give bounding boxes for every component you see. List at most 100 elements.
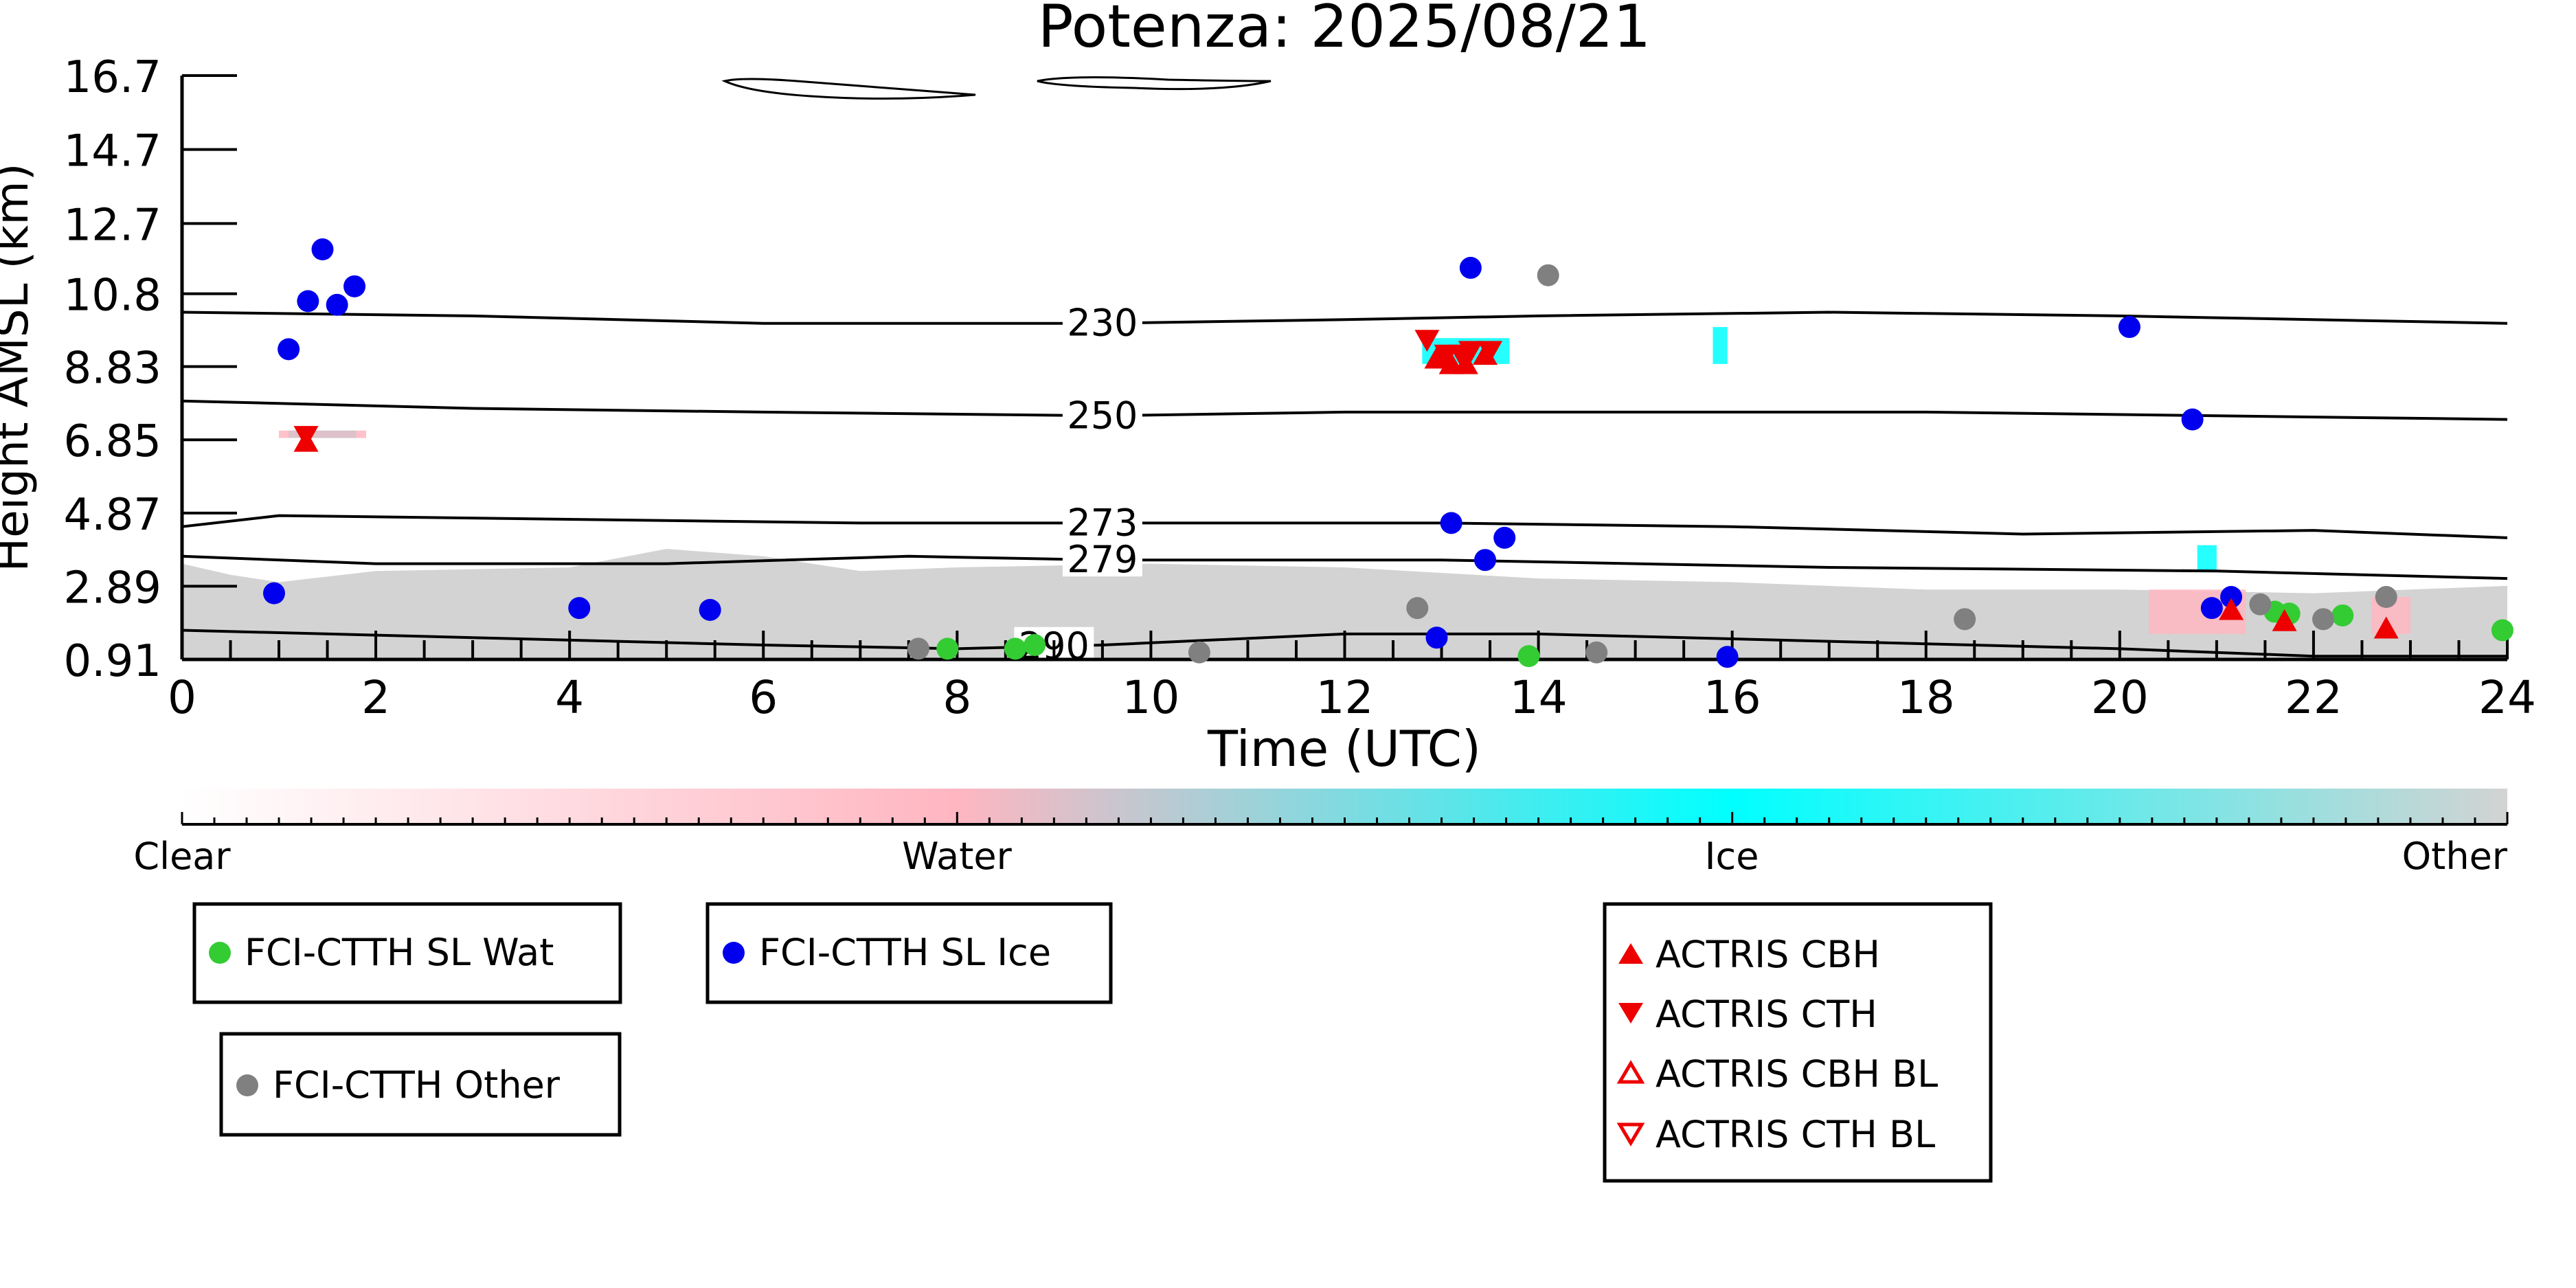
legend-fci-other: FCI-CTTH Other (219, 1032, 622, 1137)
region-ice-patch (1713, 327, 1728, 364)
point-fci-ctth-sl-ice (1716, 646, 1739, 668)
point-fci-ctth-sl-ice (1474, 549, 1497, 572)
point-actris-cbh (2373, 616, 2399, 639)
x-tick-label: 10 (1122, 671, 1179, 724)
legend-label: FCI-CTTH SL Wat (245, 931, 554, 974)
colorbar-label-other: Other (2402, 835, 2508, 878)
y-tick-label: 4.87 (64, 490, 162, 541)
point-fci-ctth-sl-wat (1024, 634, 1046, 657)
point-fci-ctth-sl-ice (568, 597, 591, 620)
isotherm-label-279: 279 (1067, 538, 1138, 581)
point-fci-ctth-other (907, 637, 929, 660)
legend-marker-water (209, 942, 231, 964)
region-ice-patch (2197, 545, 2217, 572)
legend-label: ACTRIS CBH BL (1656, 1052, 1938, 1096)
point-fci-ctth-sl-ice (1493, 526, 1516, 549)
x-tick-label: 16 (1704, 671, 1761, 724)
x-tick-label: 0 (168, 671, 196, 724)
top-contour-fragment (721, 78, 976, 100)
point-fci-ctth-sl-ice (2200, 597, 2223, 620)
x-tick-label: 6 (749, 671, 778, 724)
legend-fci-water: FCI-CTTH SL Wat (192, 902, 622, 1004)
y-tick-label: 14.7 (64, 126, 162, 177)
y-tick-label: 2.89 (64, 563, 162, 613)
colorbar: Clear Water Ice Other (133, 789, 2509, 878)
point-fci-ctth-sl-ice (1459, 256, 1482, 279)
point-actris-cth (1414, 330, 1440, 352)
legend-frame (1603, 902, 1993, 1183)
legend-marker-cth (1618, 1003, 1643, 1024)
point-fci-ctth-sl-wat (2491, 619, 2513, 642)
point-fci-ctth-other (1188, 641, 1210, 664)
legend-frame (219, 1032, 622, 1137)
point-fci-ctth-sl-ice (311, 238, 334, 261)
point-actris-cbh (2219, 598, 2244, 620)
chart-title: Potenza: 2025/08/21 (1038, 0, 1651, 61)
x-tick-label: 12 (1316, 671, 1374, 724)
isotherm-label-230: 230 (1067, 302, 1138, 345)
point-fci-ctth-sl-ice (2220, 586, 2243, 609)
y-tick-label: 6.85 (64, 416, 162, 467)
point-fci-ctth-other (2249, 593, 2272, 615)
legend-label: FCI-CTTH Other (273, 1063, 561, 1107)
legend-frame (192, 902, 622, 1004)
point-actris-cth (1478, 341, 1503, 363)
x-tick-label: 14 (1510, 671, 1568, 724)
y-tick-label: 10.8 (64, 271, 162, 321)
isotherm-230 (181, 310, 2508, 325)
legend-label: ACTRIS CTH BL (1656, 1113, 1935, 1156)
top-contour-fragment (1037, 76, 1272, 91)
point-fci-ctth-other (2375, 586, 2397, 609)
x-tick-label: 18 (1897, 671, 1955, 724)
y-tick-label: 0.91 (64, 636, 162, 687)
legend-fci-ice: FCI-CTTH SL Ice (705, 902, 1113, 1004)
point-fci-ctth-sl-ice (1440, 512, 1462, 534)
x-tick-label: 20 (2091, 671, 2149, 724)
isotherm-label-bg (1062, 504, 1142, 540)
point-fci-ctth-sl-ice (343, 275, 366, 297)
legend-label: FCI-CTTH SL Ice (759, 931, 1051, 974)
region-water-patch (279, 430, 366, 438)
point-fci-ctth-other (1537, 264, 1559, 286)
point-fci-ctth-sl-ice (297, 290, 319, 313)
colorbar-ticks (181, 812, 2509, 824)
point-fci-ctth-sl-ice (2181, 408, 2204, 431)
colorbar-label-ice: Ice (1705, 835, 1759, 878)
x-tick-label: 24 (2478, 671, 2536, 724)
y-axis-label: Height AMSL (km) (0, 163, 38, 572)
point-actris-cbh (1424, 346, 1449, 369)
legend-marker-other (236, 1074, 258, 1096)
point-fci-ctth-sl-ice (699, 598, 721, 621)
legend-label: ACTRIS CTH (1656, 993, 1877, 1036)
isotherm-250 (181, 399, 2508, 421)
point-fci-ctth-sl-wat (1004, 637, 1026, 660)
point-fci-ctth-sl-ice (2118, 316, 2140, 339)
point-fci-ctth-sl-ice (262, 582, 285, 605)
colorbar-label-water: Water (902, 835, 1012, 878)
point-fci-ctth-sl-wat (1517, 645, 1540, 668)
x-tick-label: 8 (942, 671, 971, 724)
isotherm-label-bg (1062, 396, 1142, 433)
x-tick-label: 4 (555, 671, 584, 724)
isotherm-273 (181, 514, 2508, 539)
point-actris-cth (1458, 341, 1483, 363)
point-fci-ctth-sl-ice (326, 293, 348, 316)
x-tick-label: 2 (361, 671, 390, 724)
point-fci-ctth-other (1585, 641, 1608, 664)
x-axis-label: Time (UTC) (1207, 720, 1481, 778)
y-tick-label: 12.7 (64, 200, 162, 251)
legend-frame (705, 902, 1113, 1004)
isotherm-label-bg (1062, 304, 1142, 340)
legend-marker-cbh-bl (1616, 1060, 1645, 1084)
y-tick-label: 16.7 (64, 52, 162, 103)
point-fci-ctth-sl-wat (936, 637, 959, 660)
legend-marker-ice (723, 942, 745, 964)
y-tick-label: 8.83 (64, 343, 162, 394)
legend-label: ACTRIS CBH (1656, 933, 1880, 976)
point-fci-ctth-other (1406, 597, 1429, 620)
point-fci-ctth-sl-ice (1425, 626, 1448, 649)
legend-actris: ACTRIS CBH ACTRIS CTH ACTRIS CBH BL ACTR… (1603, 902, 1993, 1183)
isotherm-label-273: 273 (1067, 501, 1138, 544)
point-fci-ctth-other (1954, 608, 1976, 631)
axis-ticks: 0 2 4 6 8 10 12 14 16 18 20 22 240.912.894.876.858.8… (64, 52, 2536, 724)
